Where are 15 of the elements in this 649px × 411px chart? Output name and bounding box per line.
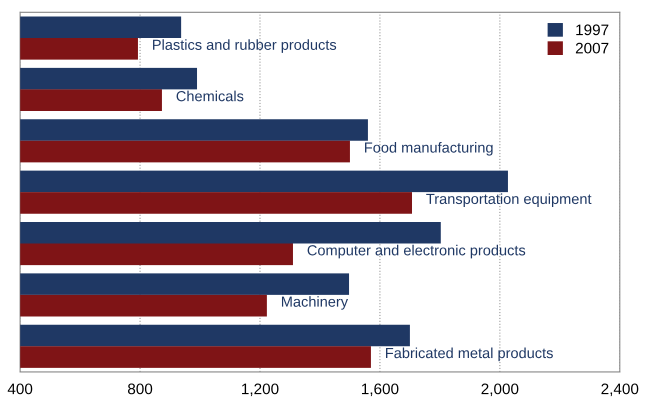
x-tick-label: 2,400 xyxy=(601,383,638,396)
y-tick-label: Food manufacturing xyxy=(365,142,493,156)
y-tick-label: Machinery xyxy=(282,296,348,310)
y-tick-label: Transportation equipment xyxy=(426,193,592,207)
x-tick-label: 1,600 xyxy=(362,383,398,396)
y-tick-label: Computer and electronic products xyxy=(308,244,526,258)
x-tick-label: 800 xyxy=(128,383,152,394)
x-tick-label: 1,200 xyxy=(242,383,279,396)
y-tick-label: Chemicals xyxy=(176,90,244,102)
legend-label: 1997 xyxy=(576,24,608,36)
y-tick-label: Fabricated metal products xyxy=(386,347,553,362)
legend-label: 2007 xyxy=(576,42,608,54)
x-tick-label: 400 xyxy=(8,383,32,394)
y-tick-label: Plastics and rubber products xyxy=(153,39,336,53)
x-tick-label: 2,000 xyxy=(482,383,518,396)
